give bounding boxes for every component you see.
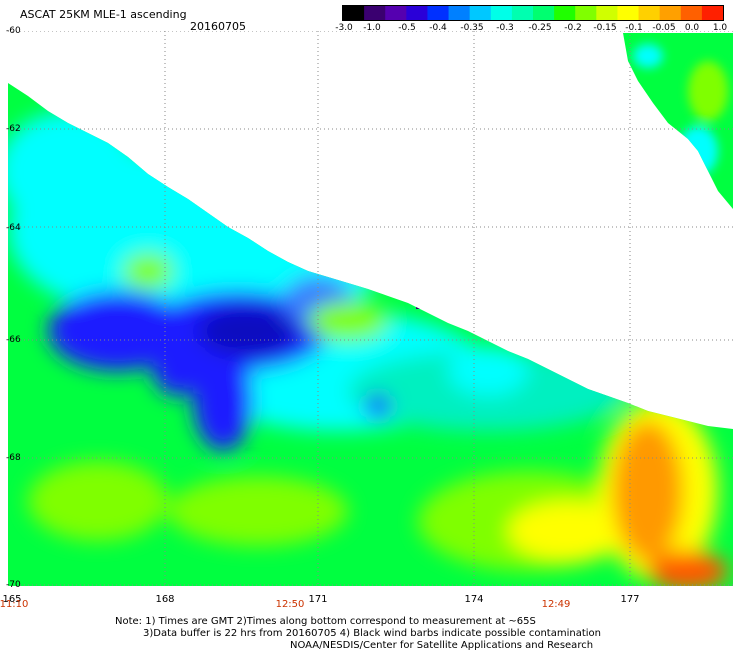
colorbar-swatch [427, 6, 450, 20]
lon-label: 171 [308, 594, 328, 605]
lon-label: 174 [464, 594, 484, 605]
colorbar [342, 5, 724, 21]
colorbar-tick: 1.0 [712, 23, 728, 33]
colorbar-swatch [554, 6, 576, 20]
colorbar-tick: -0.5 [398, 23, 416, 33]
lon-label: 177 [620, 594, 640, 605]
colorbar-gradient [343, 6, 723, 20]
colorbar-tick: -0.3 [496, 23, 514, 33]
colorbar-tick: -0.4 [429, 23, 447, 33]
colorbar-swatch [448, 6, 471, 20]
map-plot [8, 31, 733, 586]
colorbar-swatch [596, 6, 619, 20]
lon-label: 165 [2, 594, 22, 605]
product-date: 20160705 [190, 20, 246, 33]
lat-label: -68 [6, 453, 21, 463]
colorbar-tick: -3.0 [335, 23, 353, 33]
lat-label: -64 [6, 223, 21, 233]
time-label: 12:50 [275, 599, 305, 610]
colorbar-tick: -0.25 [528, 23, 552, 33]
colorbar-swatch [490, 6, 513, 20]
footnote-line-2: 3)Data buffer is 22 hrs from 20160705 4)… [143, 628, 601, 639]
colorbar-swatch [385, 6, 407, 20]
product-title: ASCAT 25KM MLE-1 ascending [20, 8, 187, 21]
colorbar-tick: -0.05 [652, 23, 676, 33]
colorbar-tick: -0.15 [593, 23, 617, 33]
colorbar-swatch [406, 6, 429, 20]
colorbar-swatch [638, 6, 661, 20]
colorbar-tick: 0.0 [684, 23, 700, 33]
colorbar-swatch [364, 6, 386, 20]
colorbar-swatch [511, 6, 534, 20]
secondary-swath [623, 33, 733, 209]
colorbar-swatch [680, 6, 703, 20]
colorbar-swatch [533, 6, 555, 20]
lat-label: -70 [6, 580, 21, 590]
lat-label: -66 [6, 335, 21, 345]
colorbar-swatch [343, 6, 365, 20]
colorbar-swatch [659, 6, 682, 20]
lat-label: -62 [6, 124, 21, 134]
colorbar-swatch [617, 6, 640, 20]
lon-label: 168 [155, 594, 175, 605]
footnote-credit: NOAA/NESDIS/Center for Satellite Applica… [290, 640, 594, 651]
time-label: 11:10 [0, 599, 29, 610]
colorbar-swatch [701, 6, 723, 20]
time-label: 12:49 [541, 599, 571, 610]
colorbar-swatch [575, 6, 597, 20]
main-swath [8, 83, 733, 586]
colorbar-tick: -1.0 [363, 23, 381, 33]
lat-label: -60 [6, 26, 21, 36]
colorbar-tick: -0.1 [625, 23, 643, 33]
colorbar-tick: -0.35 [460, 23, 484, 33]
colorbar-swatch [469, 6, 492, 20]
colorbar-tick: -0.2 [564, 23, 582, 33]
footnote-line-1: Note: 1) Times are GMT 2)Times along bot… [115, 616, 536, 627]
graticule [8, 31, 733, 586]
